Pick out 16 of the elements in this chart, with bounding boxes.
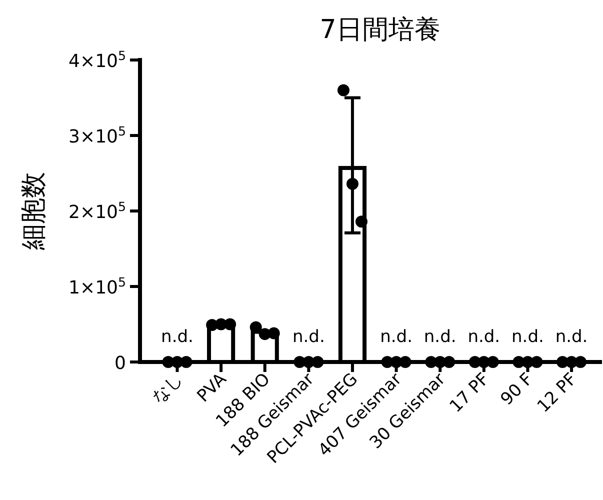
data-label: n.d.	[161, 327, 194, 347]
data-label: n.d.	[424, 327, 456, 347]
data-label: n.d.	[380, 327, 412, 347]
y-tick-label: 1×10$^{5}$	[68, 274, 126, 298]
y-axis-title: 細胞数	[19, 172, 49, 251]
y-tick-label: 3×10$^{5}$	[68, 123, 126, 148]
data-label: n.d.	[512, 327, 544, 347]
data-label: n.d.	[555, 327, 588, 347]
y-tick-label: 4×10$^{5}$	[68, 48, 126, 72]
data-label: n.d.	[292, 327, 325, 347]
x-tick-label: 17 PF	[446, 369, 494, 417]
chart-title: 7日間培養	[320, 15, 440, 45]
x-tick-label: なし	[148, 369, 187, 408]
y-tick-label: 0	[114, 353, 126, 374]
data-label: n.d.	[468, 327, 500, 347]
y-tick-label: 2×10$^{5}$	[68, 198, 126, 223]
